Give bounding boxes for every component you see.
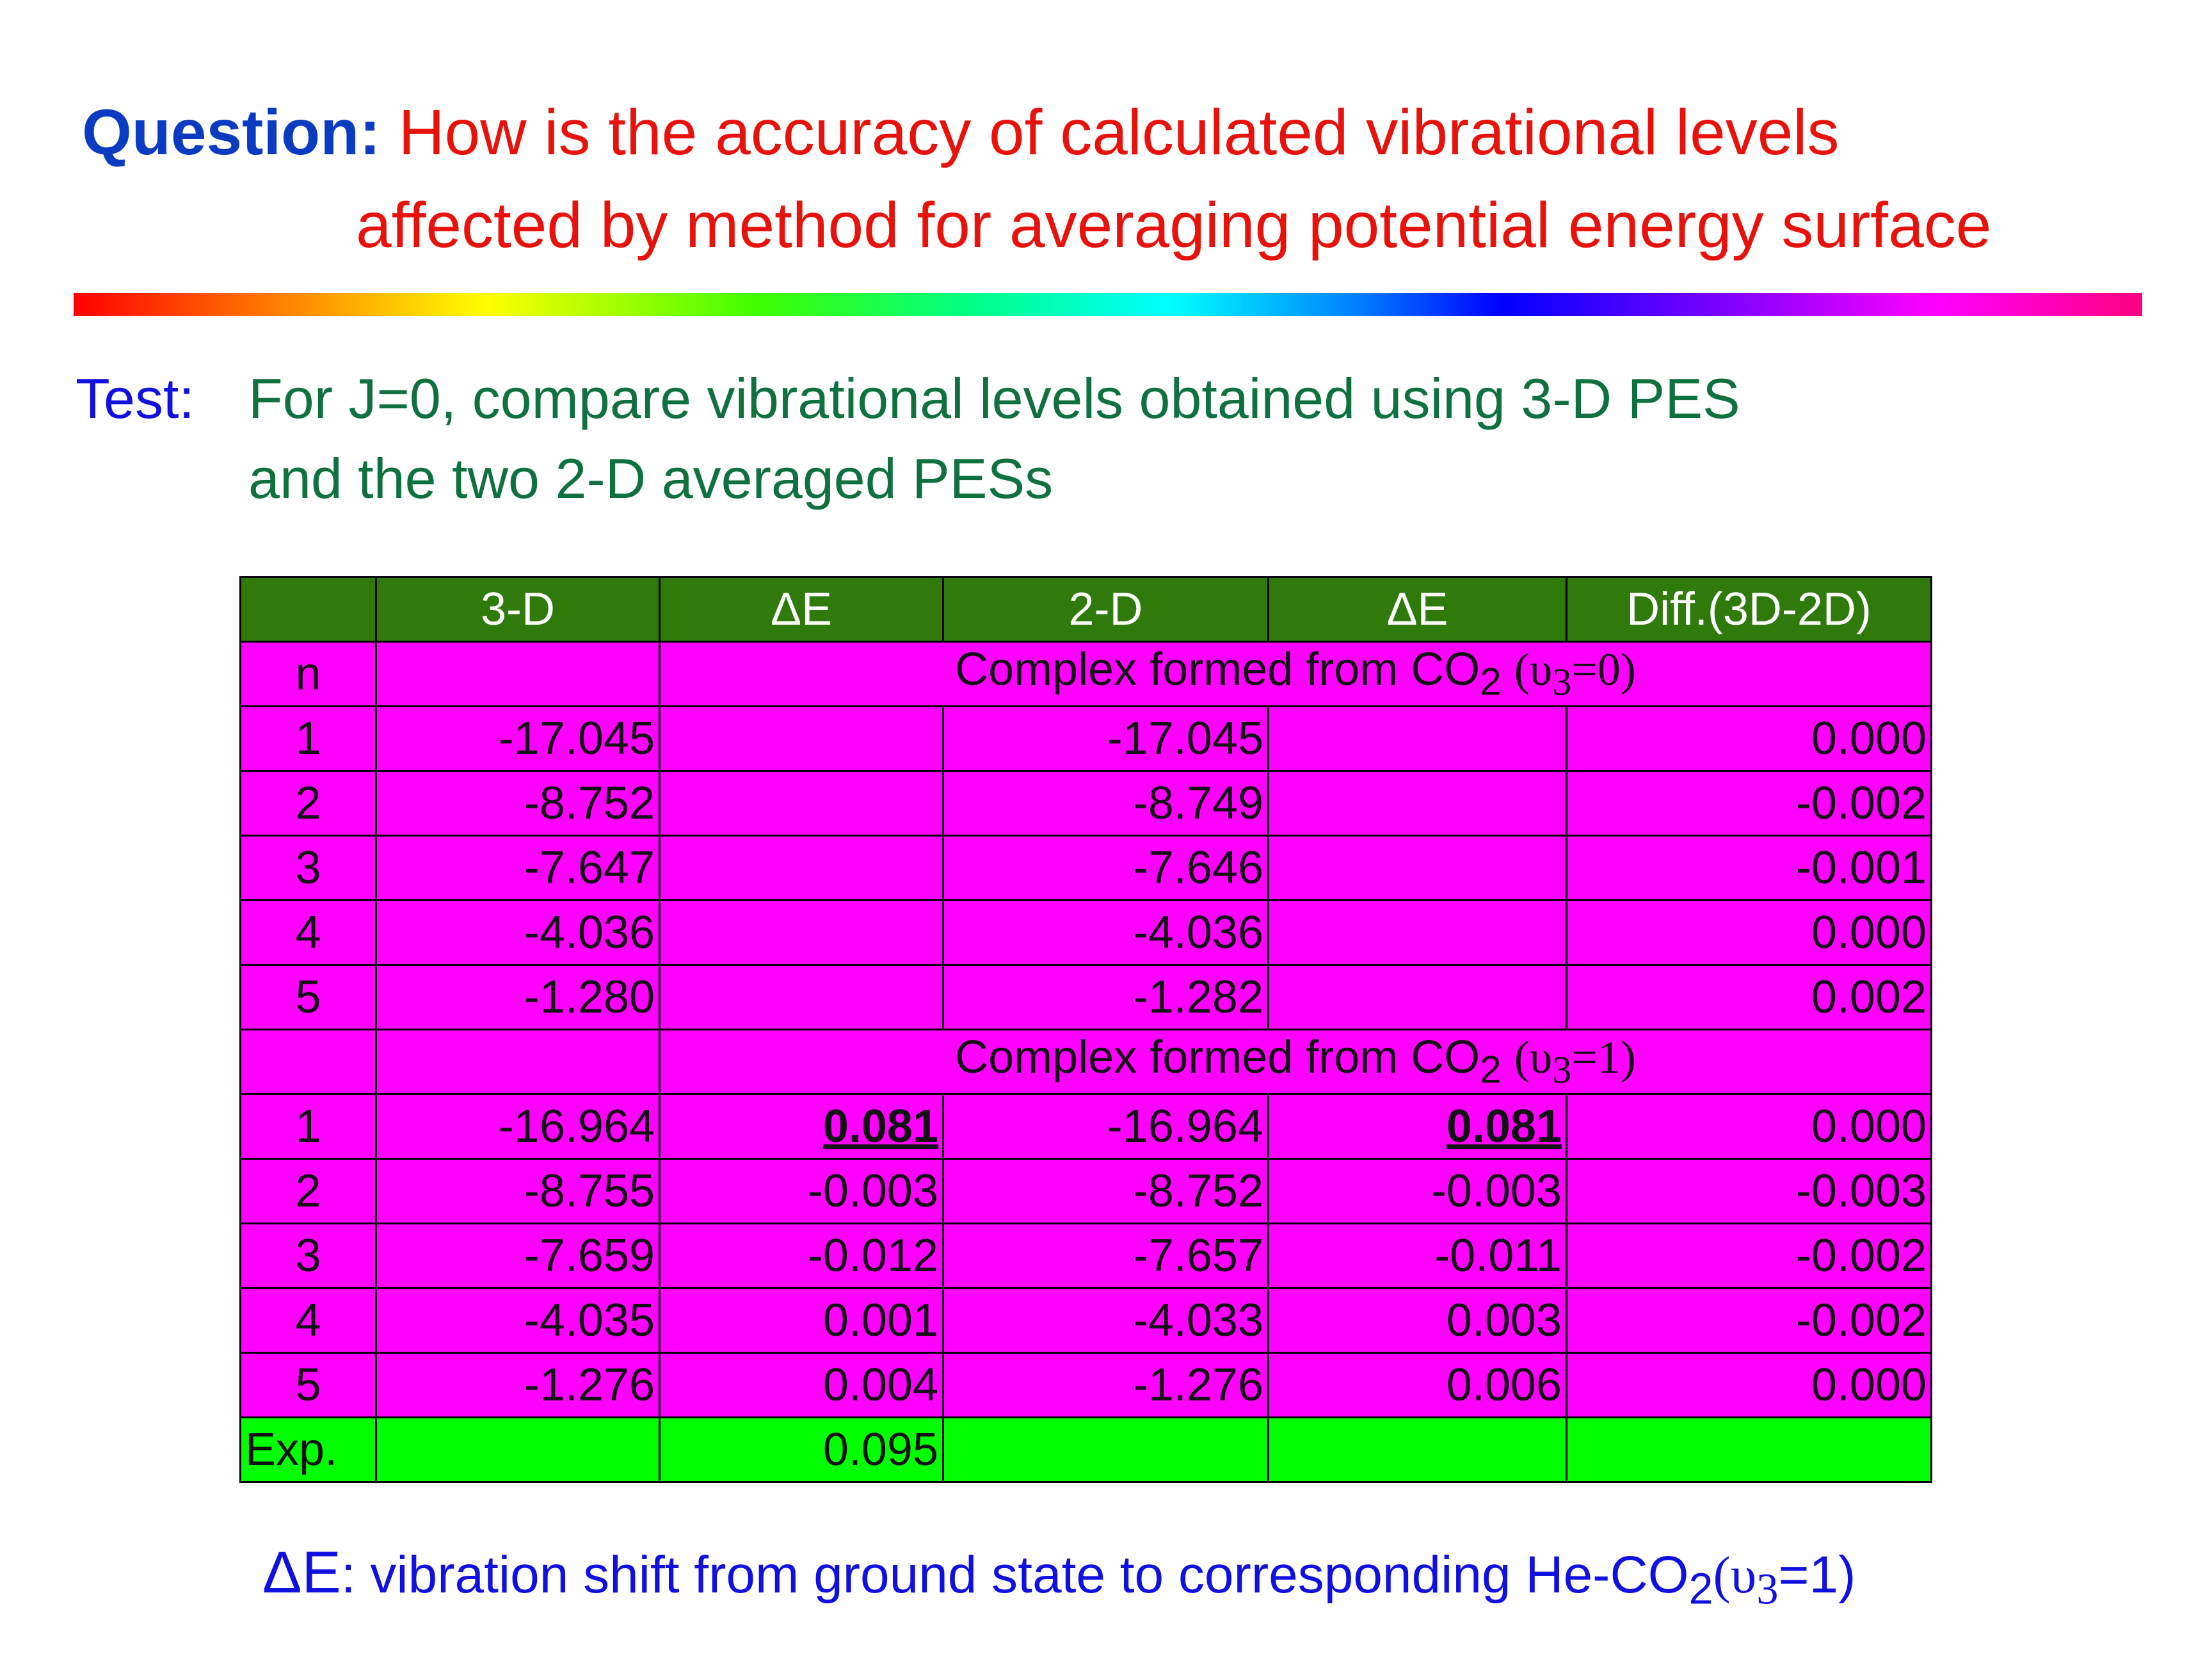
table-row: 4 -4.036 -4.036 0.000	[239, 899, 1932, 966]
table-header-row: 3-D ΔE 2-D ΔE Diff.(3D-2D)	[239, 576, 1932, 643]
table-row: 2 -8.752 -8.749 -0.002	[239, 770, 1932, 837]
table-row: 3 -7.647 -7.646 -0.001	[239, 835, 1932, 901]
experimental-row: Exp. 0.095	[239, 1416, 1932, 1483]
table-row: 2 -8.755 -0.003 -8.752 -0.003 -0.003	[239, 1158, 1932, 1224]
highlighted-value: 0.081	[822, 1101, 938, 1152]
header-cell-2d: 2-D	[942, 576, 1269, 643]
blank-cell	[375, 1029, 661, 1095]
table-row: 5 -1.280 -1.282 0.002	[239, 964, 1932, 1030]
test-description: Test: For J=0, compare vibrational levels…	[76, 358, 1740, 518]
question-text-2: affected by method for averaging potenti…	[356, 189, 1992, 261]
table-row: 1 -17.045 -17.045 0.000	[239, 705, 1932, 772]
delta-e-symbol: ΔE	[262, 1540, 341, 1605]
footnote-text: : vibration shift from ground state to c…	[341, 1546, 1689, 1604]
header-cell-diff: Diff.(3D-2D)	[1566, 576, 1932, 643]
title-line-1: Question: How is the accuracy of calcula…	[82, 86, 1991, 179]
blank-cell	[375, 641, 661, 707]
test-label: Test:	[76, 367, 195, 430]
table-row: 4 -4.035 0.001 -4.033 0.003 -0.002	[239, 1287, 1932, 1354]
section-row-v1: Complex formed from CO2 (υ3=1)	[239, 1029, 1932, 1095]
test-text-1: For J=0, compare vibrational levels obta…	[248, 367, 1740, 430]
exp-label: Exp.	[239, 1416, 377, 1483]
section-title-v1: Complex formed from CO2 (υ3=1)	[659, 1029, 1932, 1095]
section-title-v0: Complex formed from CO2 (υ3=0)	[659, 641, 1932, 707]
test-line-1: Test: For J=0, compare vibrational levels…	[76, 358, 1740, 438]
header-cell-3d: 3-D	[375, 576, 661, 643]
table-row: 3 -7.659 -0.012 -7.657 -0.011 -0.002	[239, 1222, 1932, 1289]
test-text-2: and the two 2-D averaged PESs	[248, 447, 1054, 510]
section-row-v0: n Complex formed from CO2 (υ3=0)	[239, 641, 1932, 707]
header-cell-delta-e-2d: ΔE	[1267, 576, 1567, 643]
exp-value: 0.095	[659, 1416, 944, 1483]
header-cell-blank	[239, 576, 377, 643]
question-label: Question:	[82, 97, 381, 168]
table-row: 5 -1.276 0.004 -1.276 0.006 0.000	[239, 1352, 1932, 1418]
rainbow-divider	[74, 293, 2142, 316]
n-label-cell: n	[239, 641, 377, 707]
blank-cell	[239, 1029, 377, 1095]
footnote: ΔE: vibration shift from ground state to…	[262, 1540, 1856, 1614]
slide-title: Question: How is the accuracy of calcula…	[82, 86, 1991, 272]
header-cell-delta-e-3d: ΔE	[659, 576, 944, 643]
highlighted-value: 0.081	[1446, 1101, 1562, 1152]
table-row: 1 -16.964 0.081 -16.964 0.081 0.000	[239, 1093, 1932, 1160]
question-text-1: How is the accuracy of calculated vibrat…	[398, 97, 1839, 168]
results-table: 3-D ΔE 2-D ΔE Diff.(3D-2D) n Complex for…	[239, 576, 1932, 1483]
